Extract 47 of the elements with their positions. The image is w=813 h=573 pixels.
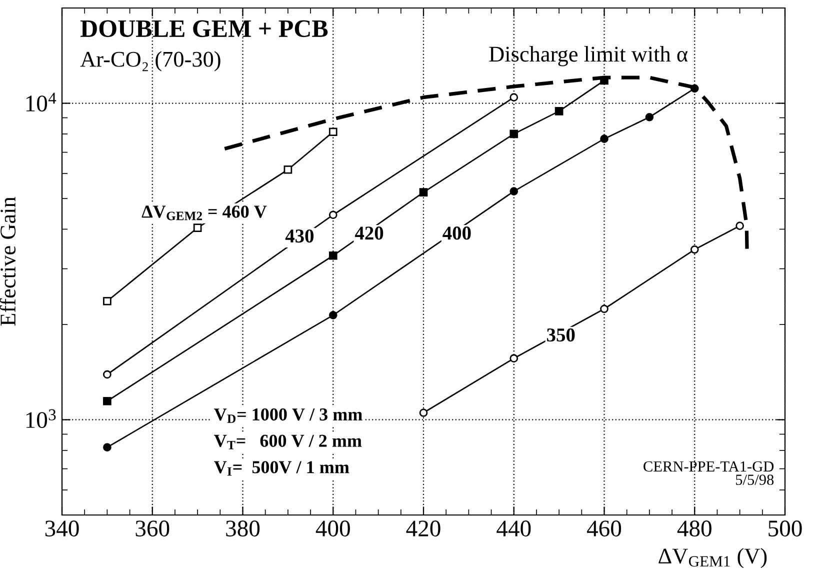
point	[510, 354, 518, 363]
y-tick-label: 10$^{3}$	[26, 409, 56, 428]
x-tick-label: 480	[677, 520, 712, 536]
x-tick-label: 460	[587, 520, 622, 536]
point	[328, 210, 338, 220]
point	[103, 296, 112, 306]
x-tick-label: 400	[316, 520, 350, 536]
point	[328, 128, 338, 136]
annotation: 350	[547, 328, 575, 342]
y-axis-title: Effective Gain	[0, 196, 16, 326]
annotation: 400	[442, 226, 471, 240]
point	[193, 224, 202, 232]
chart-title: DOUBLE GEM + PCB	[80, 20, 328, 38]
point	[419, 408, 428, 417]
point	[510, 93, 518, 102]
point	[103, 443, 112, 452]
point	[103, 396, 112, 406]
point	[510, 130, 518, 138]
text: Ar-CO₂ (70-30)	[80, 51, 220, 72]
x-tick-label: 420	[406, 520, 440, 536]
point	[600, 134, 608, 143]
x-tick-label: 440	[496, 520, 531, 536]
point	[690, 245, 699, 254]
y-tick-label: 10$^{4}$	[26, 92, 56, 112]
point	[328, 311, 338, 320]
annotation: V$_{T}$= 600 V / 2 mm	[214, 434, 362, 450]
point	[103, 370, 112, 379]
x-tick-label: 340	[45, 520, 79, 536]
annotation: CERN-PPE-TA1-GD 5/5/98	[644, 461, 774, 485]
point	[419, 188, 428, 197]
x-tick-label: 360	[136, 520, 170, 536]
annotation: ΔV$_{GEM2}$ = 460 V	[142, 206, 267, 220]
point	[554, 107, 564, 116]
x-axis-title: ΔV$_{GEM1}$ (V)	[658, 548, 767, 568]
annotation: V$_{I}$= 500V / 1 mm	[214, 461, 350, 476]
annotation: Discharge limit with α	[489, 46, 688, 66]
point	[600, 304, 608, 314]
x-tick-label: 380	[226, 520, 260, 536]
x-tick-label: 500	[768, 520, 802, 536]
point	[510, 187, 518, 196]
annotation: V$_{D}$= 1000 V / 3 mm	[214, 408, 362, 423]
annotation: 430	[285, 229, 314, 243]
annotation: 420	[354, 226, 384, 240]
point	[328, 251, 338, 260]
point	[645, 112, 654, 122]
point	[736, 222, 744, 230]
point	[284, 165, 292, 174]
